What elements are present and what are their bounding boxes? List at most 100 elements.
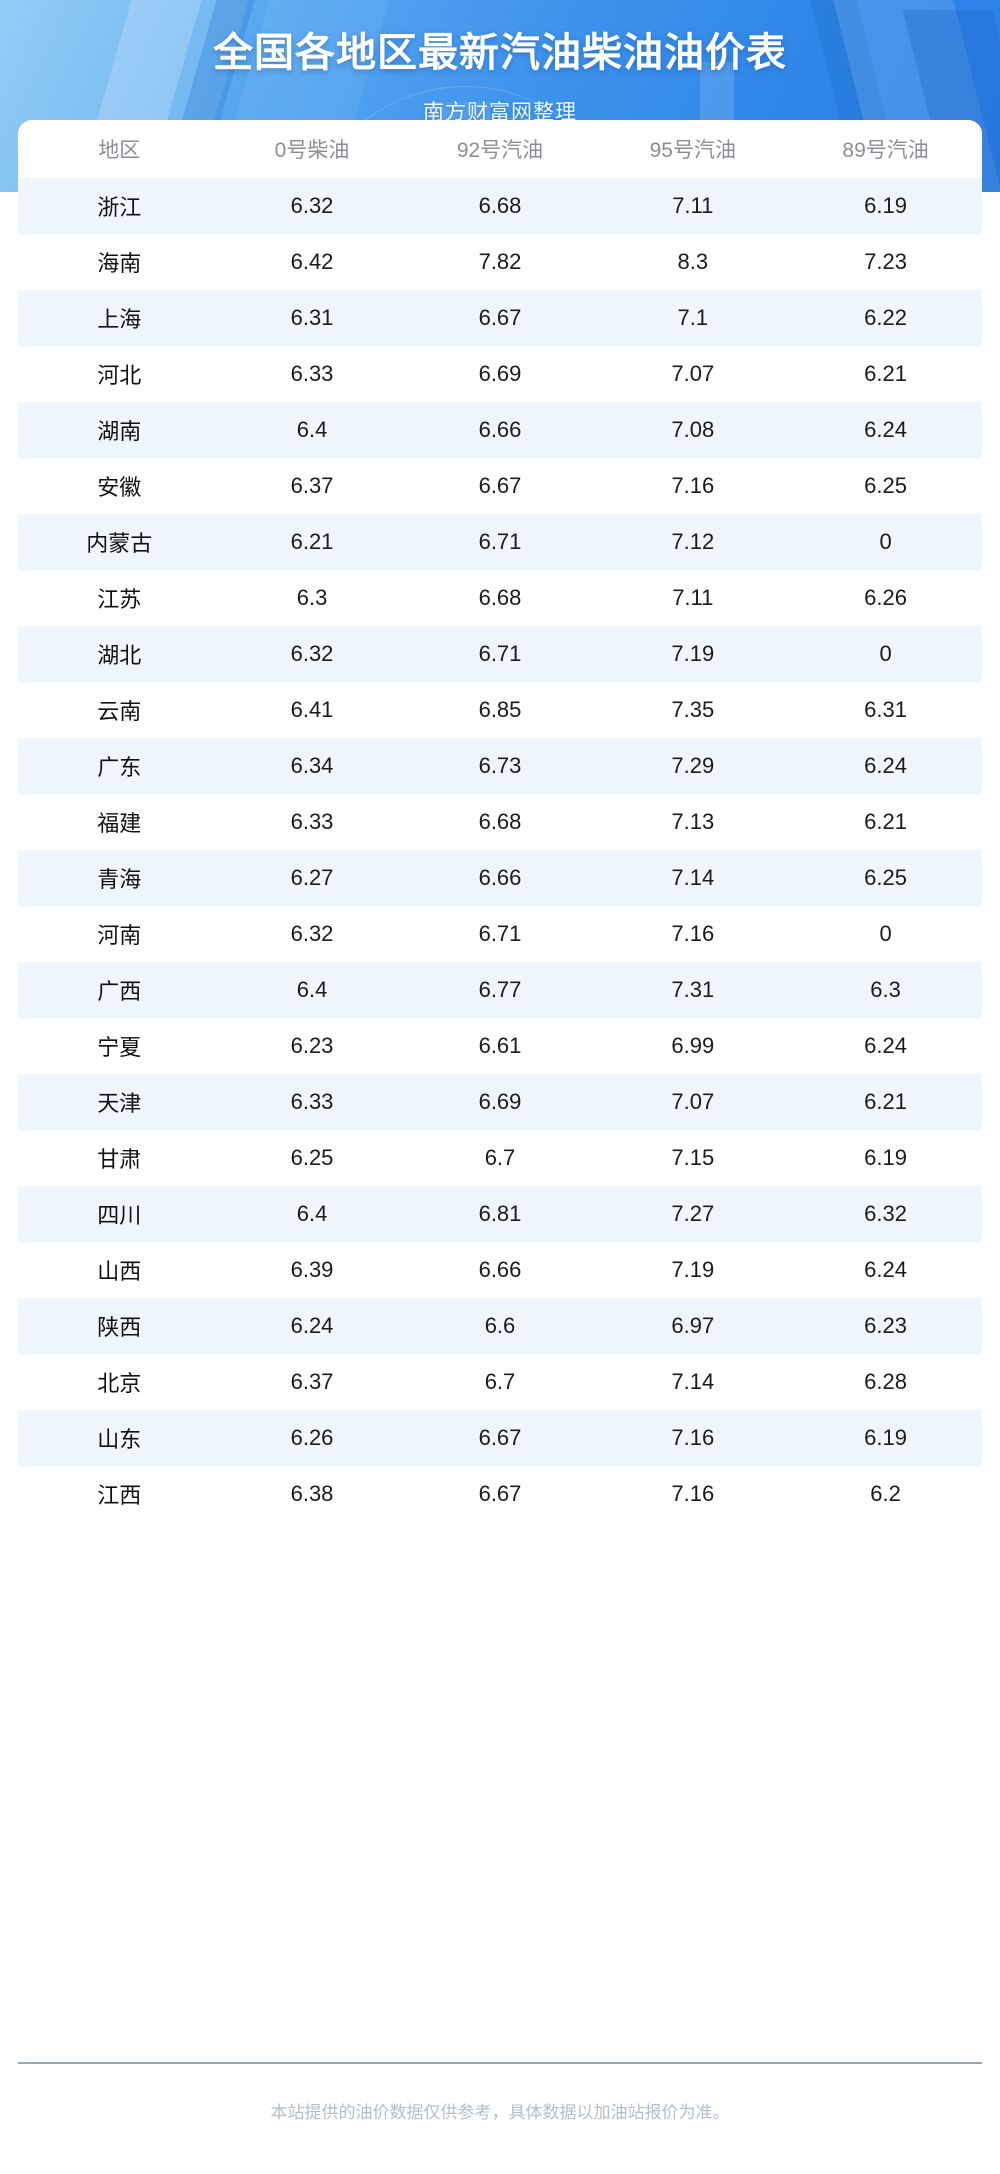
cell-price: 6.37	[290, 473, 334, 498]
cell-price: 6.34	[220, 738, 404, 794]
cell-price: 6.97	[596, 1298, 790, 1354]
table-row: 宁夏 6.23 6.61 6.99 6.24	[18, 1018, 982, 1074]
cell-price: 6.25	[864, 473, 907, 498]
cell-price: 7.35	[671, 697, 715, 722]
cell-price: 6.39	[290, 1257, 334, 1282]
cell-price: 7.14	[671, 1369, 715, 1394]
page-title: 全国各地区最新汽油柴油油价表	[213, 31, 787, 75]
cell-price: 6.3	[789, 962, 982, 1018]
cell-price: 6.68	[403, 178, 597, 234]
cell-price: 6.3	[296, 585, 328, 610]
cell-region: 安徽	[97, 475, 142, 500]
cell-price: 6.77	[403, 962, 597, 1018]
cell-price: 6.71	[403, 626, 597, 682]
column-header-petrol-89: 89号汽油	[789, 120, 982, 178]
cell-price: 6.19	[789, 178, 982, 234]
cell-region: 河南	[97, 923, 142, 948]
cell-region: 北京	[97, 1371, 142, 1396]
cell-price: 6.42	[290, 249, 334, 274]
cell-region: 广西	[18, 962, 221, 1018]
cell-price: 7.12	[596, 514, 790, 570]
table-row: 天津 6.33 6.69 7.07 6.21	[18, 1074, 982, 1130]
cell-region: 山东	[18, 1410, 221, 1466]
cell-price: 6.71	[403, 514, 597, 570]
cell-price: 6.33	[290, 809, 334, 834]
cell-price: 7.13	[671, 809, 715, 834]
cell-price: 6.37	[290, 1369, 334, 1394]
cell-price: 6.4	[220, 962, 404, 1018]
table-row: 河北 6.33 6.69 7.07 6.21	[18, 346, 982, 402]
table-row: 陕西 6.24 6.6 6.97 6.23	[18, 1298, 982, 1354]
table-row: 北京 6.37 6.7 7.14 6.28	[18, 1354, 982, 1410]
footer-note: 本站提供的油价数据仅供参考，具体数据以加油站报价为准。	[270, 2103, 730, 2122]
cell-price: 0	[789, 626, 982, 682]
cell-price: 6.2	[870, 1481, 901, 1506]
cell-region: 浙江	[18, 178, 221, 234]
cell-region: 湖北	[18, 626, 221, 682]
table-row: 广西 6.4 6.77 7.31 6.3	[18, 962, 982, 1018]
cell-price: 6.67	[478, 1481, 522, 1506]
cell-price: 6.66	[403, 850, 597, 906]
column-header-region: 地区	[18, 120, 221, 178]
cell-price: 7.82	[478, 249, 522, 274]
column-header-diesel-0: 0号柴油	[220, 120, 404, 178]
cell-price: 6.66	[403, 402, 597, 458]
cell-price: 6.21	[864, 361, 907, 386]
cell-price: 6.67	[403, 290, 597, 346]
cell-price: 6.32	[220, 178, 404, 234]
cell-price: 7.15	[671, 1145, 715, 1170]
cell-price: 0	[879, 921, 892, 946]
cell-price: 6.21	[220, 514, 404, 570]
cell-price: 6.31	[220, 290, 404, 346]
cell-price: 6.25	[290, 1145, 334, 1170]
table-row: 河南 6.32 6.71 7.16 0	[18, 906, 982, 962]
cell-price: 7.27	[596, 1186, 790, 1242]
cell-price: 6.23	[789, 1298, 982, 1354]
cell-region: 山西	[97, 1259, 142, 1284]
cell-price: 6.19	[864, 1145, 907, 1170]
price-table-card: 地区 0号柴油 92号汽油 95号汽油 89号汽油 浙江 6.32 6.68 7.11…	[18, 120, 982, 1522]
cell-price: 6.68	[478, 809, 522, 834]
cell-price: 6.32	[290, 921, 334, 946]
cell-price: 6.32	[789, 1186, 982, 1242]
table-row: 广东 6.34 6.73 7.29 6.24	[18, 738, 982, 794]
cell-price: 6.23	[290, 1033, 334, 1058]
cell-region: 福建	[97, 811, 142, 836]
cell-price: 8.3	[677, 249, 709, 274]
table-row: 江苏 6.3 6.68 7.11 6.26	[18, 570, 982, 626]
cell-price: 7.1	[596, 290, 790, 346]
cell-region: 上海	[18, 290, 221, 346]
table-row: 山西 6.39 6.66 7.19 6.24	[18, 1242, 982, 1298]
cell-price: 6.24	[864, 1033, 907, 1058]
cell-price: 6.33	[220, 1074, 404, 1130]
cell-price: 6.21	[789, 1074, 982, 1130]
cell-price: 6.24	[789, 738, 982, 794]
table-row: 湖北 6.32 6.71 7.19 0	[18, 626, 982, 682]
cell-price: 6.67	[403, 1410, 597, 1466]
cell-region: 宁夏	[97, 1035, 142, 1060]
table-row: 青海 6.27 6.66 7.14 6.25	[18, 850, 982, 906]
table-row: 云南 6.41 6.85 7.35 6.31	[18, 682, 982, 738]
table-row: 安徽 6.37 6.67 7.16 6.25	[18, 458, 982, 514]
table-row: 上海 6.31 6.67 7.1 6.22	[18, 290, 982, 346]
cell-region: 青海	[18, 850, 221, 906]
cell-price: 6.19	[789, 1410, 982, 1466]
cell-price: 6.26	[220, 1410, 404, 1466]
table-header: 地区 0号柴油 92号汽油 95号汽油 89号汽油	[18, 120, 982, 178]
cell-price: 6.41	[290, 697, 334, 722]
cell-price: 7.19	[596, 626, 790, 682]
cell-price: 6.61	[478, 1033, 522, 1058]
column-header-petrol-92: 92号汽油	[403, 120, 597, 178]
cell-price: 7.16	[671, 921, 715, 946]
table-body: 浙江 6.32 6.68 7.11 6.19 海南 6.42 7.82 8.3 7.23 上海 6.3…	[18, 178, 982, 1522]
cell-price: 6.22	[789, 290, 982, 346]
cell-price: 6.24	[220, 1298, 404, 1354]
cell-region: 陕西	[18, 1298, 221, 1354]
cell-price: 6.26	[864, 585, 907, 610]
table-row: 浙江 6.32 6.68 7.11 6.19	[18, 178, 982, 234]
cell-price: 7.14	[596, 850, 790, 906]
footer-divider	[18, 2062, 982, 2064]
cell-price: 6.81	[403, 1186, 597, 1242]
cell-region: 天津	[18, 1074, 221, 1130]
